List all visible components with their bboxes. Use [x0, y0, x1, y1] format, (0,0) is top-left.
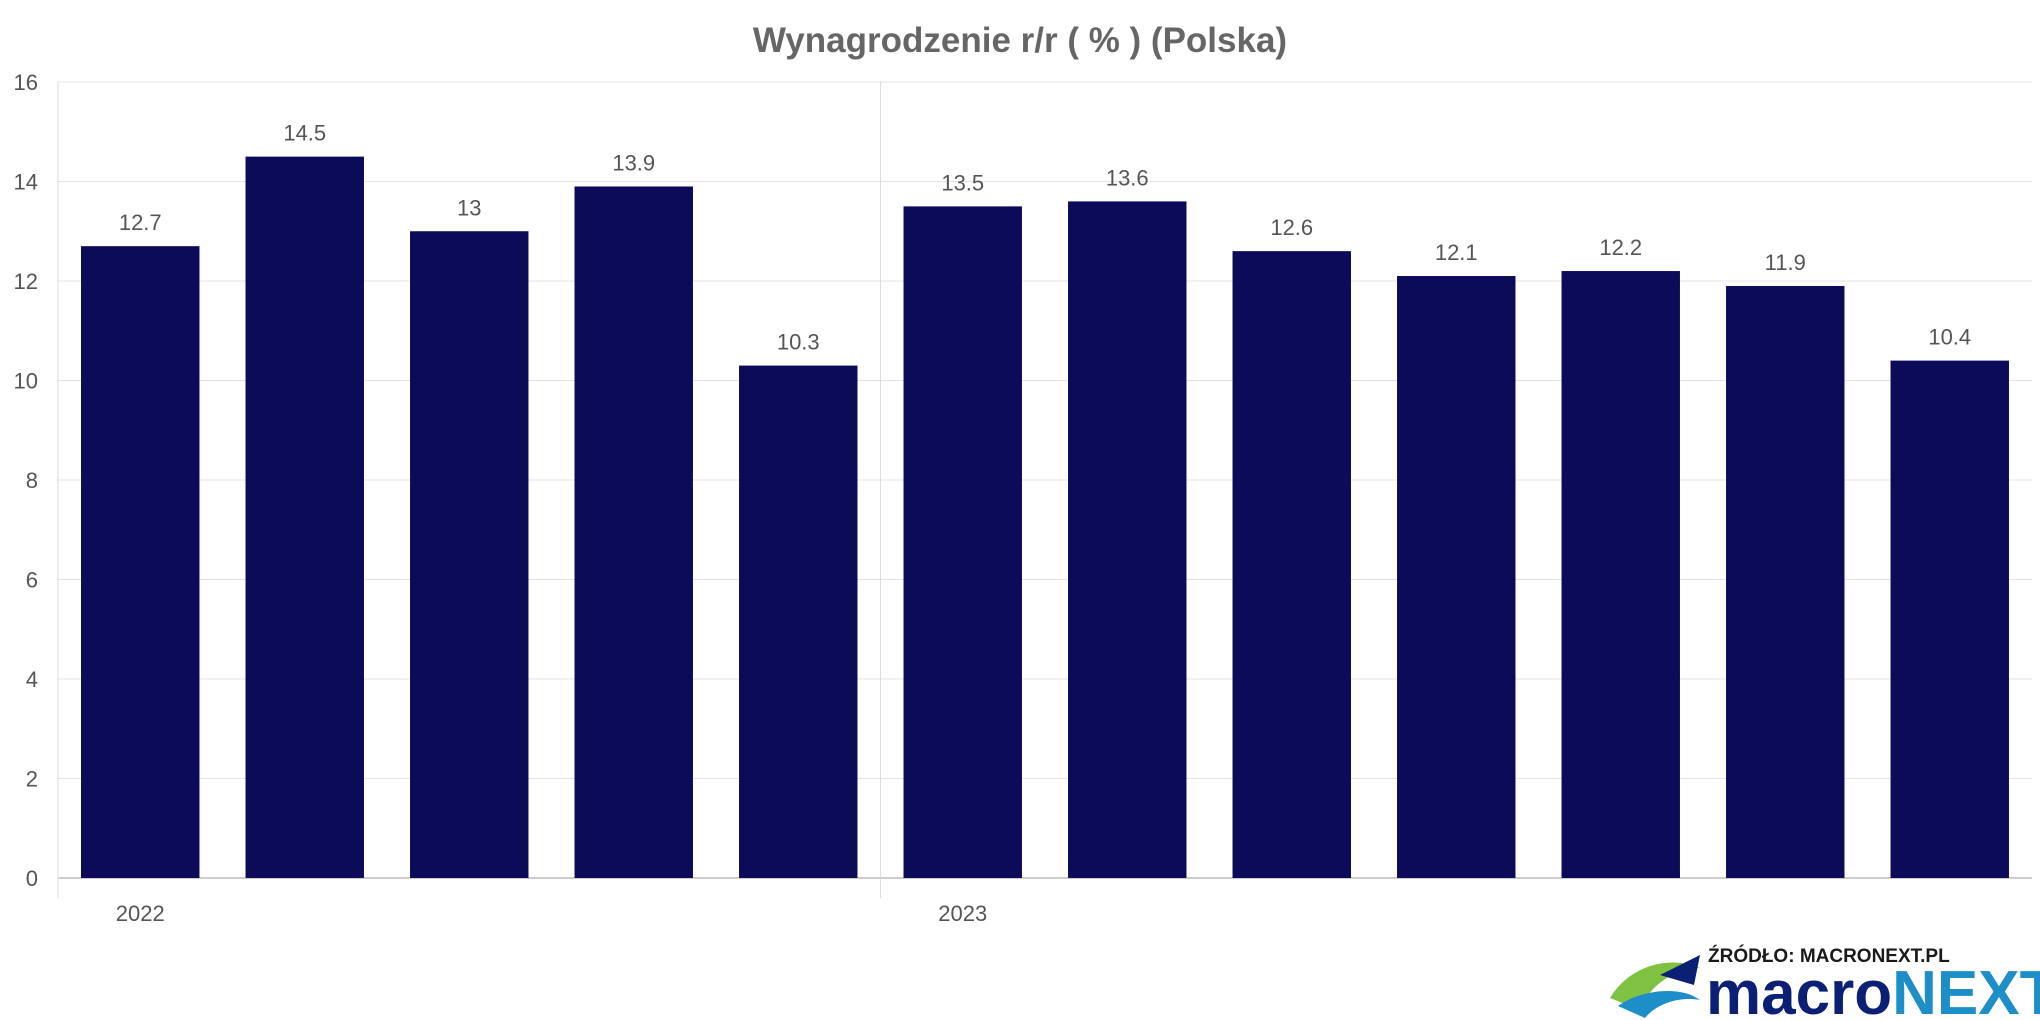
bar [1232, 251, 1351, 878]
bar [1561, 271, 1680, 878]
data-label: 12.1 [1435, 240, 1478, 265]
y-axis: 0 2 4 6 8 10 12 14 16 [14, 70, 59, 896]
bar [81, 246, 200, 879]
x-group-label: 2022 [116, 901, 165, 926]
bars [81, 156, 2009, 879]
bar [1726, 285, 1845, 879]
source-label: ŹRÓDŁO: MACRONEXT.PL [1708, 945, 1950, 967]
bar [1068, 201, 1187, 878]
bar [903, 206, 1022, 878]
data-label: 13.5 [941, 170, 984, 195]
x-axis: 2022 2023 [57, 82, 987, 926]
data-label: 11.9 [1765, 250, 1806, 275]
bar [1397, 276, 1516, 878]
data-labels: 12.7 14.5 13 13.9 10.3 13.5 13.6 12.6 12.1 12.2 11… [119, 121, 1971, 355]
data-label: 14.5 [283, 121, 326, 146]
chart-title: Wynagrodzenie r/r ( % ) (Polska) [753, 21, 1287, 60]
macronext-logo-icon [1610, 955, 1700, 1018]
data-label: 13.6 [1106, 165, 1149, 190]
data-label: 10.3 [777, 330, 820, 355]
y-tick-label: 6 [26, 568, 38, 593]
y-tick-label: 16 [14, 70, 38, 95]
y-tick-label: 10 [14, 369, 38, 394]
y-tick-label: 4 [26, 667, 38, 692]
data-label: 12.2 [1599, 235, 1642, 260]
bar [245, 156, 364, 878]
bar [574, 186, 693, 879]
data-label: 12.6 [1270, 215, 1313, 240]
data-label: 13 [457, 195, 481, 220]
macronext-logo-text: macroNEXT [1706, 959, 2040, 1020]
bar [1890, 360, 2009, 879]
gridlines [58, 81, 2032, 879]
y-tick-label: 2 [26, 767, 38, 792]
data-label: 13.9 [612, 150, 655, 175]
y-tick-label: 8 [26, 468, 38, 493]
y-tick-label: 14 [14, 170, 38, 195]
bar [739, 365, 858, 878]
bar [410, 231, 529, 878]
y-tick-label: 12 [14, 269, 38, 294]
y-tick-label: 0 [26, 866, 38, 891]
x-group-label: 2023 [938, 901, 987, 926]
source-branding: ŹRÓDŁO: MACRONEXT.PL macroNEXT [1610, 945, 2040, 1020]
logo-part-macro: macro [1706, 959, 1892, 1020]
data-label: 12.7 [119, 210, 162, 235]
data-label: 10.4 [1928, 325, 1971, 350]
logo-part-next: NEXT [1892, 959, 2040, 1020]
